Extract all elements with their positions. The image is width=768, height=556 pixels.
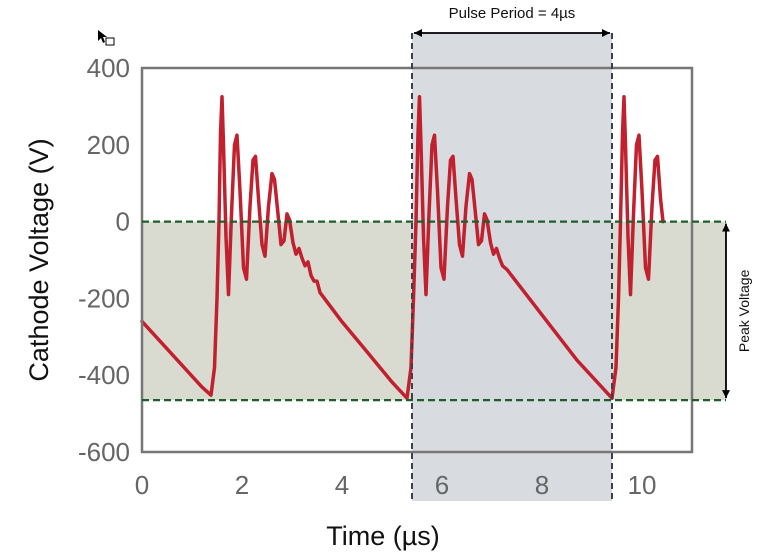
y-tick-label: -600 — [78, 437, 130, 467]
plot-frame — [140, 66, 694, 454]
y-tick-label: 400 — [87, 53, 130, 83]
series-line-0 — [140, 95, 665, 400]
pulse-period-label: Pulse Period = 4µs — [449, 5, 576, 22]
y-tick-label: -400 — [78, 360, 130, 390]
y-tick-label: -200 — [78, 283, 130, 313]
x-axis-title: Time (µs) — [326, 521, 440, 551]
arrow-pointer-icon — [98, 30, 115, 46]
x-tick-label: 8 — [535, 470, 549, 500]
x-tick-label: 6 — [435, 470, 449, 500]
x-tick-label: 2 — [235, 470, 249, 500]
y-axis-title: Cathode Voltage (V) — [24, 138, 54, 381]
x-tick-label: 0 — [135, 470, 149, 500]
peak-voltage-label: Peak Voltage — [736, 269, 752, 352]
y-tick-label: 200 — [87, 130, 130, 160]
x-tick-label: 10 — [628, 470, 657, 500]
y-tick-label: 0 — [116, 207, 130, 237]
x-tick-label: 4 — [335, 470, 349, 500]
